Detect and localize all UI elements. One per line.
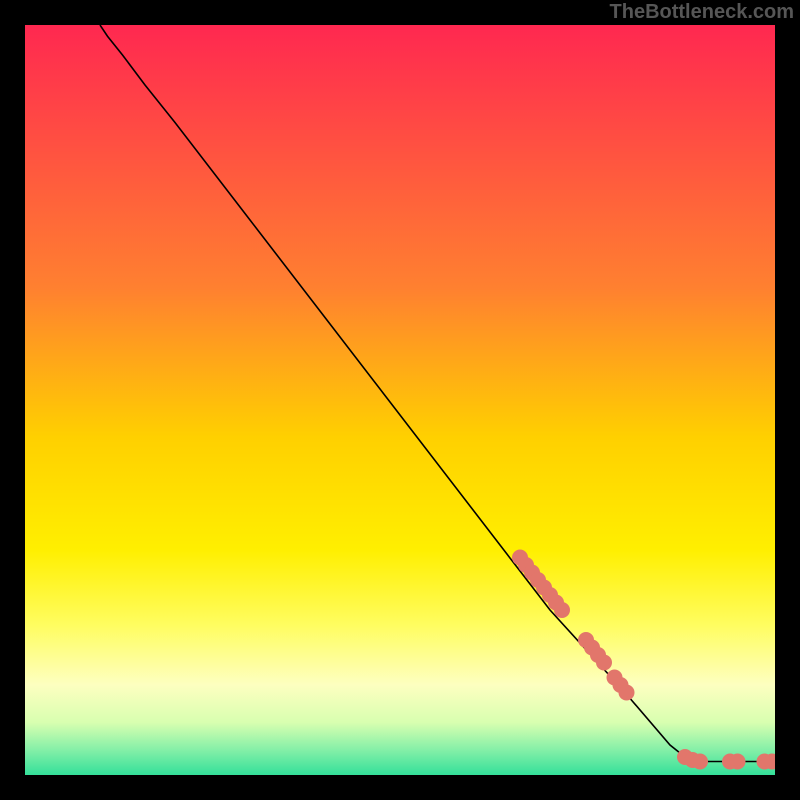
curve-marker — [554, 602, 570, 618]
curve-marker — [619, 685, 635, 701]
curve-marker — [730, 754, 746, 770]
curve-marker — [596, 655, 612, 671]
watermark-text: TheBottleneck.com — [610, 0, 794, 22]
chart-background — [25, 25, 775, 775]
curve-marker — [692, 754, 708, 770]
bottleneck-chart — [25, 25, 775, 775]
